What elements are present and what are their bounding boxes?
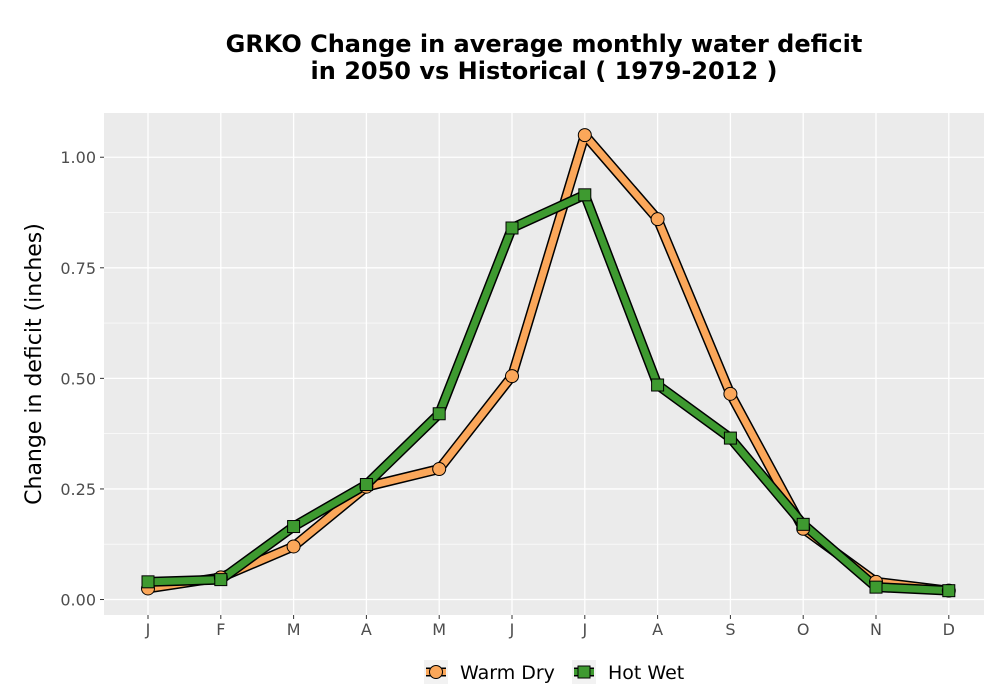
plot-panel xyxy=(104,113,984,615)
legend-key-marker xyxy=(577,665,591,679)
x-tick-label: F xyxy=(216,620,225,639)
x-tick-label: J xyxy=(145,620,151,639)
data-point xyxy=(869,580,883,594)
data-point xyxy=(578,188,592,202)
chart-title-line-2: in 2050 vs Historical ( 1979-2012 ) xyxy=(310,57,778,85)
x-tick-label: N xyxy=(870,620,882,639)
legend-key-marker xyxy=(429,665,443,679)
y-tick-label: 0.00 xyxy=(60,591,96,610)
y-tick-label: 1.00 xyxy=(60,148,96,167)
x-tick-label: M xyxy=(432,620,446,639)
data-point xyxy=(723,386,738,401)
x-tick-label: M xyxy=(287,620,301,639)
legend-label: Hot Wet xyxy=(608,662,684,684)
chart-title-line-1: GRKO Change in average monthly water def… xyxy=(225,30,863,58)
x-tick-label: D xyxy=(943,620,955,639)
x-tick-label: A xyxy=(652,620,663,639)
y-tick-label: 0.25 xyxy=(60,480,96,499)
chart-title: GRKO Change in average monthly water def… xyxy=(104,31,984,85)
data-point xyxy=(141,575,155,589)
data-point xyxy=(286,539,301,554)
data-point xyxy=(651,378,665,392)
y-axis-title: Change in deficit (inches) xyxy=(22,223,47,505)
legend-label: Warm Dry xyxy=(460,662,555,684)
data-point xyxy=(432,462,447,477)
legend-item: Hot Wet xyxy=(572,660,684,684)
data-point xyxy=(432,407,446,421)
data-point xyxy=(505,221,519,235)
x-tick-label: O xyxy=(797,620,810,639)
legend-item: Warm Dry xyxy=(424,660,555,684)
y-tick-label: 0.75 xyxy=(60,259,96,278)
series-line xyxy=(144,191,953,595)
data-point xyxy=(214,573,228,587)
data-point xyxy=(577,128,592,143)
x-tick-label: J xyxy=(581,620,587,639)
x-tick-label: A xyxy=(361,620,372,639)
y-tick-label: 0.50 xyxy=(60,369,96,388)
data-point xyxy=(650,212,665,227)
data-point xyxy=(796,517,810,531)
data-point xyxy=(942,584,956,598)
data-point xyxy=(287,520,301,534)
data-point xyxy=(723,431,737,445)
data-point xyxy=(505,369,519,384)
data-point xyxy=(359,478,373,492)
x-tick-label: J xyxy=(509,620,515,639)
x-tick-label: S xyxy=(725,620,735,639)
